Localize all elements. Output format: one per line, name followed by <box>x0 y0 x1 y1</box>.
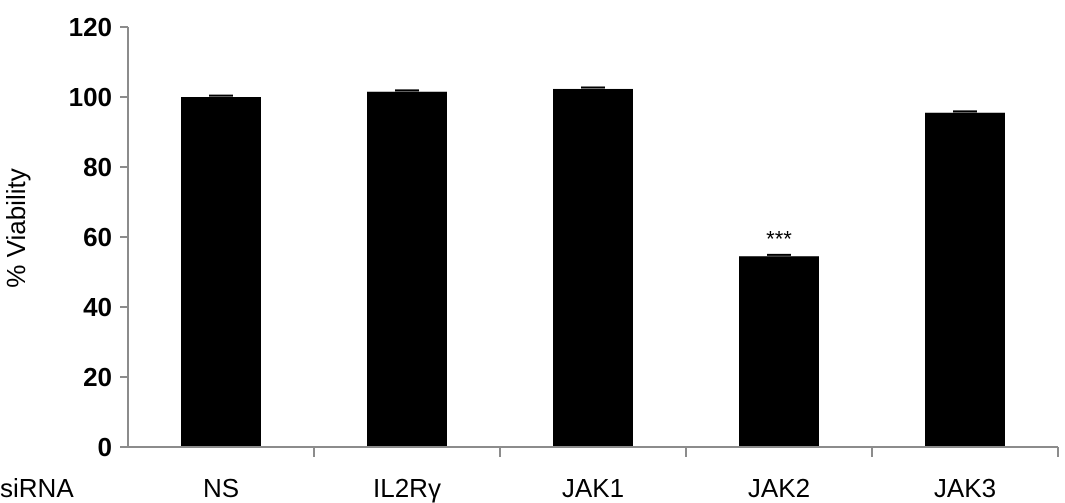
x-tick-label: IL2Rγ <box>373 473 441 503</box>
x-tick-label: JAK3 <box>934 473 996 503</box>
y-tick-label: 20 <box>83 362 112 392</box>
bar <box>181 97 261 447</box>
bars: *** <box>181 86 1005 447</box>
y-tick-label: 60 <box>83 222 112 252</box>
x-tick-label: JAK2 <box>748 473 810 503</box>
y-axis-ticks: 0 20 40 60 80 100 120 <box>69 12 128 462</box>
x-axis-label: siRNA <box>0 473 74 503</box>
y-tick-label: 120 <box>69 12 112 42</box>
x-tick-label: NS <box>203 473 239 503</box>
y-tick-label: 0 <box>98 432 112 462</box>
significance-annotation: *** <box>766 226 792 251</box>
bar <box>367 91 447 447</box>
y-tick-label: 40 <box>83 292 112 322</box>
y-tick-label: 100 <box>69 82 112 112</box>
y-tick-label: 80 <box>83 152 112 182</box>
bar <box>739 256 819 447</box>
y-axis-label: % Viability <box>1 168 31 287</box>
x-tick-label: JAK1 <box>562 473 624 503</box>
bar <box>925 112 1005 447</box>
x-axis: NS IL2Rγ JAK1 JAK2 JAK3 <box>203 447 1059 503</box>
bar <box>553 88 633 447</box>
